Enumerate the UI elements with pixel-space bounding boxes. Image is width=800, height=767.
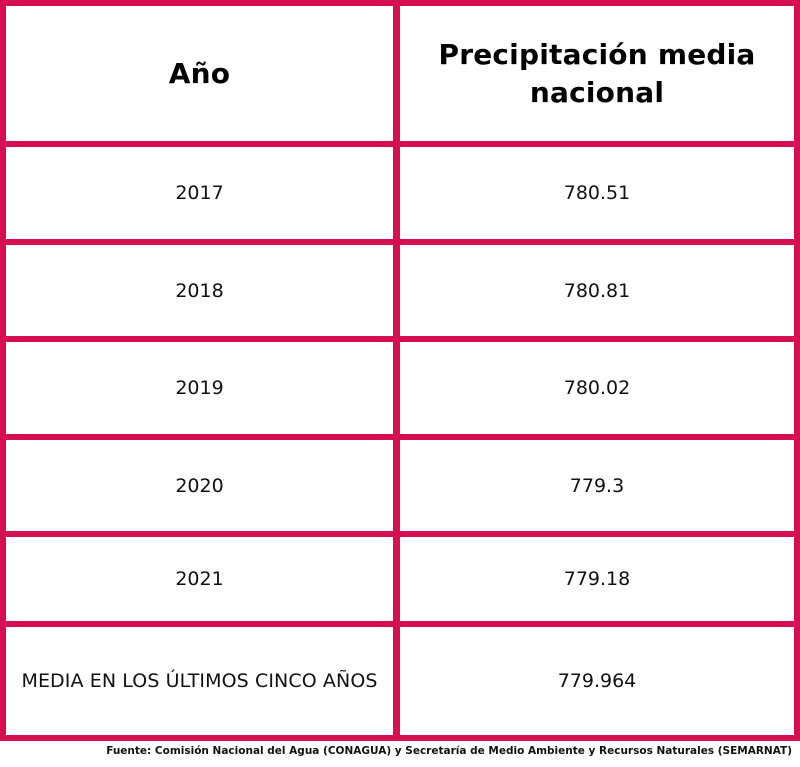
summary-value: 779.964	[557, 670, 637, 692]
table-row-year: 2017	[6, 147, 393, 239]
header-year-label: Año	[168, 56, 231, 90]
table-row-value: 779.18	[400, 537, 794, 621]
year-cell: 2021	[175, 568, 224, 590]
header-precipitation: Precipitación media nacional	[400, 6, 794, 141]
table-row-value: 780.81	[400, 245, 794, 336]
precipitation-table: Año Precipitación media nacional 2017 78…	[0, 0, 800, 741]
table-row-year: 2019	[6, 342, 393, 434]
source-note: Fuente: Comisión Nacional del Agua (CONA…	[106, 745, 792, 757]
summary-value-cell: 779.964	[400, 627, 794, 735]
summary-label: MEDIA EN LOS ÚLTIMOS CINCO AÑOS	[21, 670, 378, 692]
value-cell: 779.18	[563, 568, 631, 590]
year-cell: 2018	[175, 279, 224, 302]
value-cell: 780.02	[563, 377, 631, 399]
value-cell: 780.51	[563, 182, 631, 204]
table-row-value: 780.02	[400, 342, 794, 434]
value-cell: 780.81	[563, 279, 631, 302]
year-cell: 2019	[175, 377, 224, 399]
year-cell: 2017	[175, 182, 224, 204]
table-row-year: 2018	[6, 245, 393, 336]
header-year: Año	[6, 6, 393, 141]
summary-label-cell: MEDIA EN LOS ÚLTIMOS CINCO AÑOS	[6, 627, 393, 735]
value-cell: 779.3	[569, 474, 625, 497]
table-row-year: 2021	[6, 537, 393, 621]
table-row-value: 779.3	[400, 440, 794, 531]
table-row-value: 780.51	[400, 147, 794, 239]
header-precipitation-label: Precipitación media nacional	[438, 37, 756, 109]
table-row-year: 2020	[6, 440, 393, 531]
year-cell: 2020	[175, 474, 224, 497]
